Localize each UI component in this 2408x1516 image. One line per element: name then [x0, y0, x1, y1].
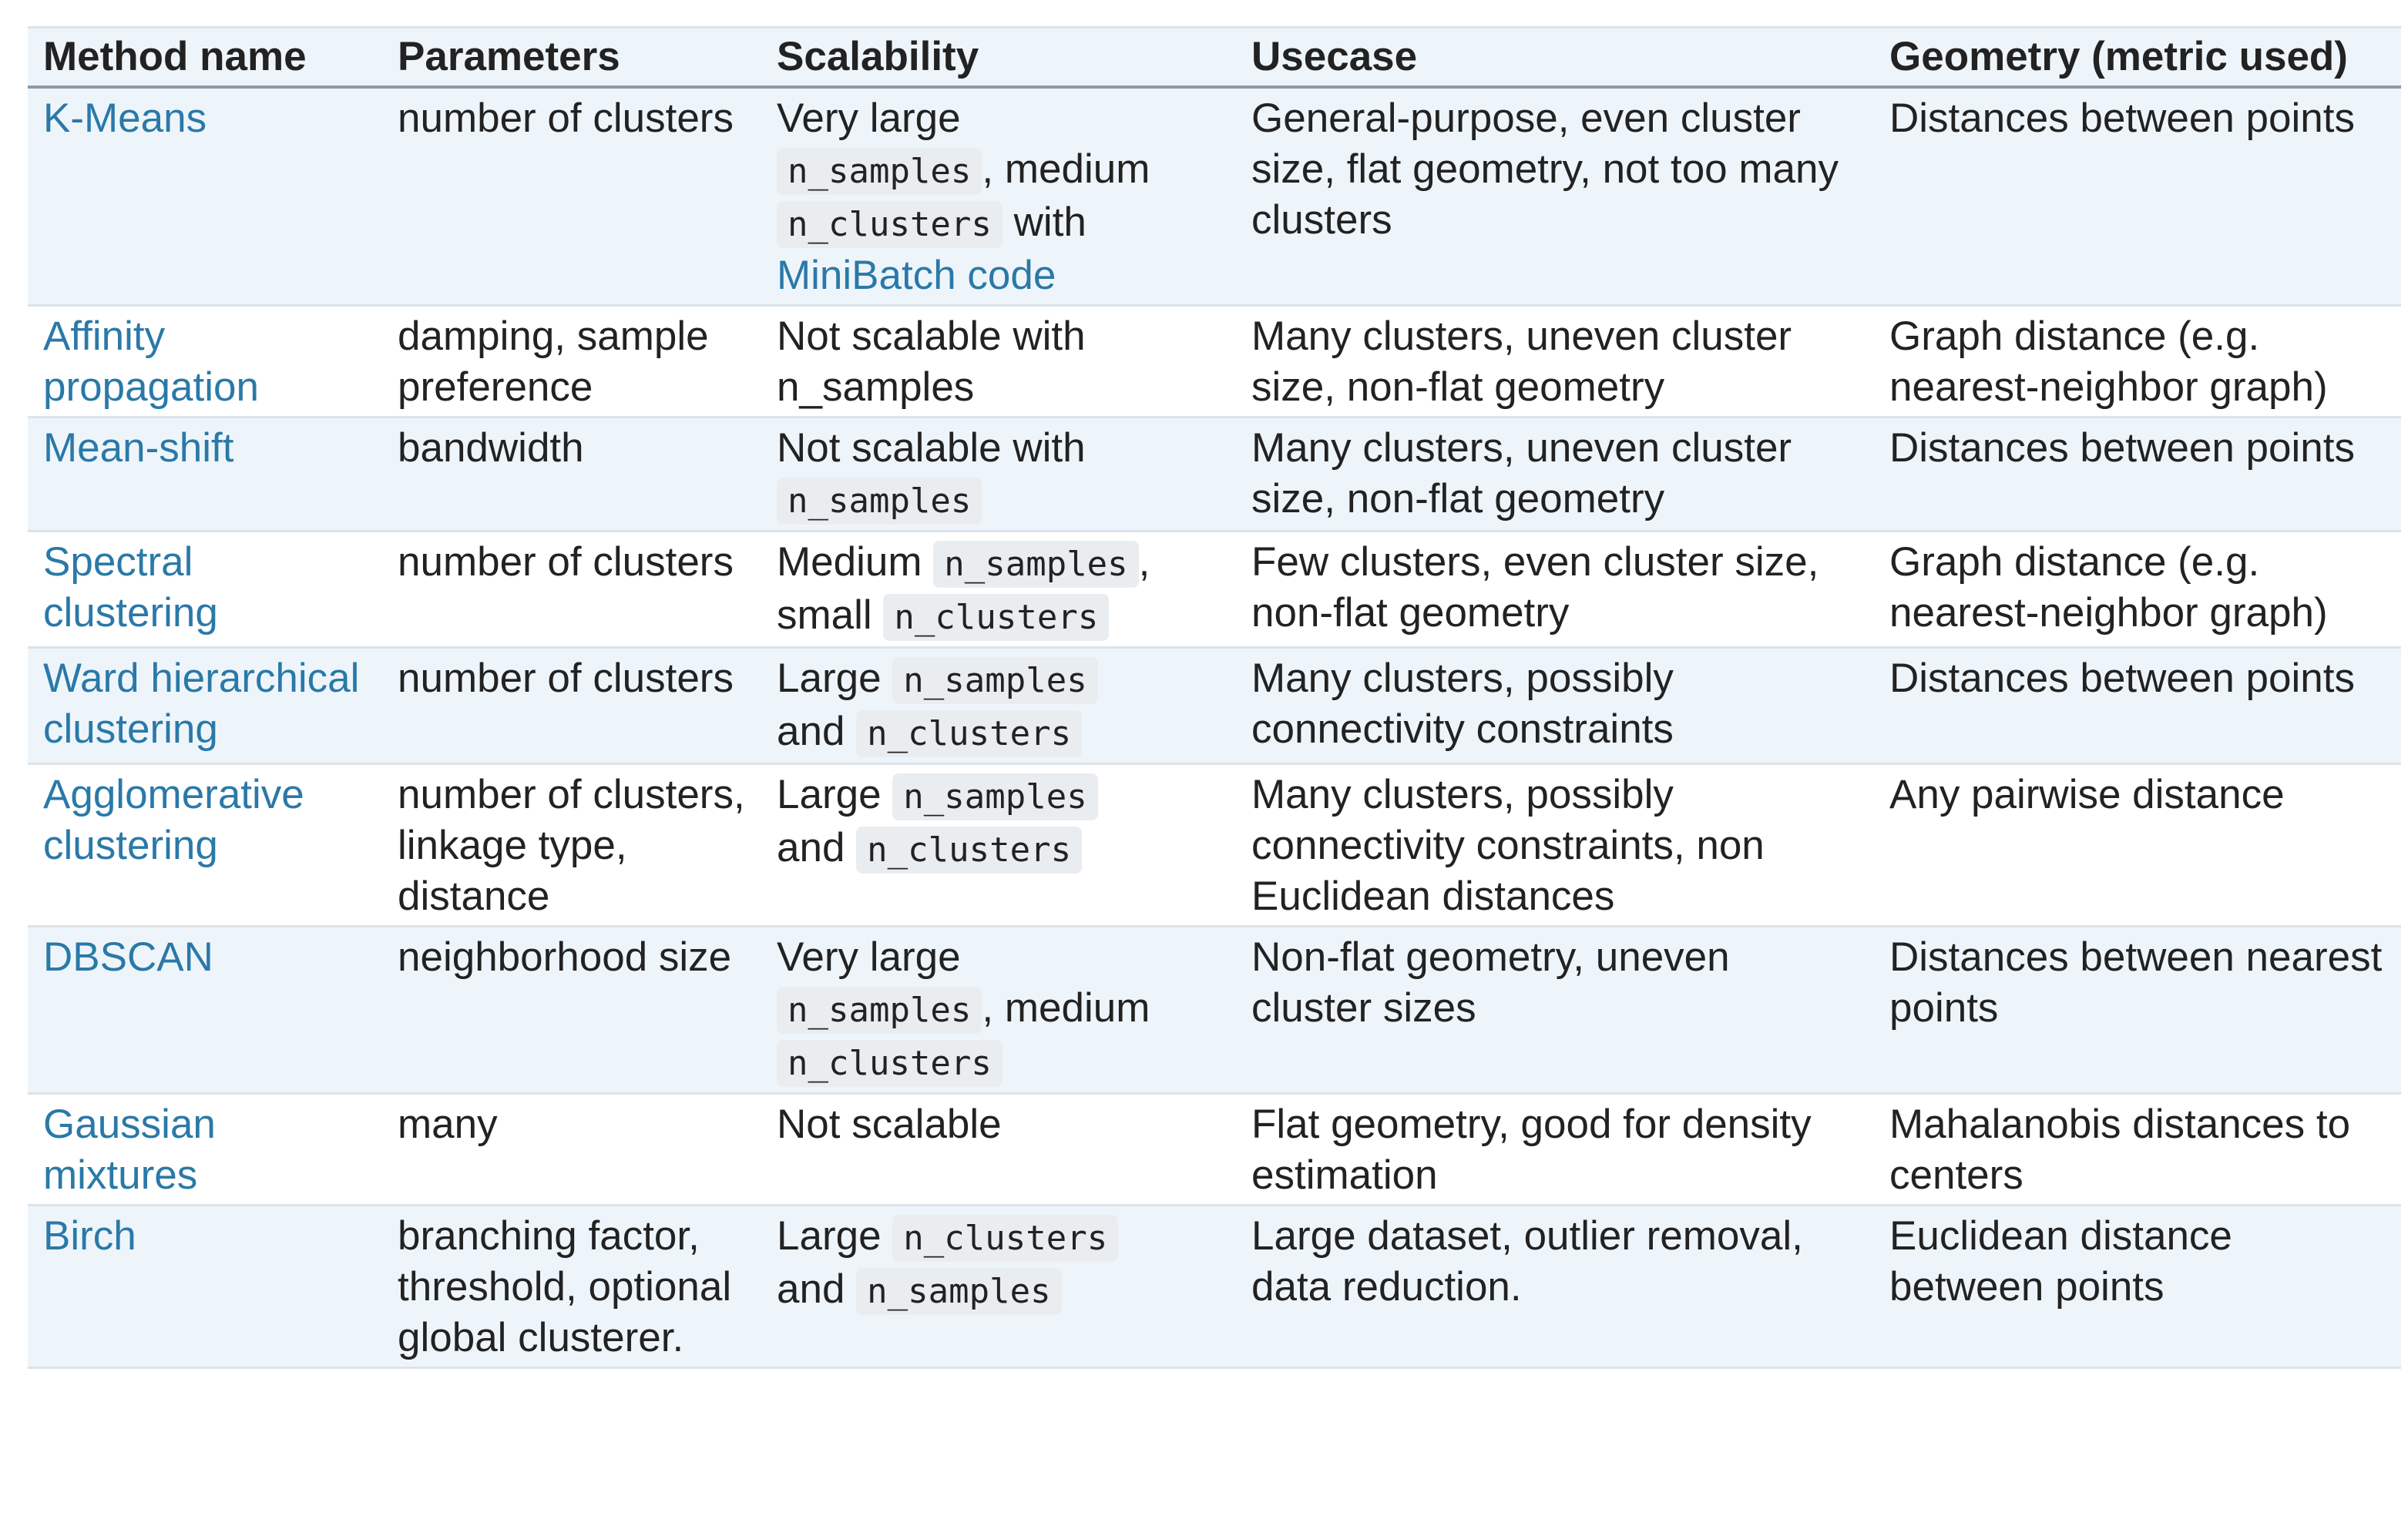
scalability-text: , medium — [982, 985, 1150, 1031]
parameters-cell: number of clusters — [398, 96, 734, 141]
table-row: Gaussian mixtures many Not scalable Flat… — [28, 1093, 2401, 1206]
method-link-gaussian-mixtures[interactable]: Gaussian mixtures — [43, 1102, 216, 1198]
code-literal: n_samples — [856, 1268, 1062, 1315]
usecase-cell: Many clusters, possibly connectivity con… — [1251, 656, 1674, 752]
usecase-cell: General-purpose, even cluster size, flat… — [1251, 96, 1839, 243]
usecase-cell: Flat geometry, good for density estimati… — [1251, 1102, 1812, 1198]
geometry-cell: Any pairwise distance — [1889, 772, 2285, 817]
method-cell: Gaussian mixtures — [28, 1094, 382, 1206]
code-literal: n_clusters — [883, 594, 1110, 641]
table-row: Affinity propagation damping, sample pre… — [28, 305, 2401, 418]
parameters-cell: number of clusters — [398, 539, 734, 585]
table-row: DBSCAN neighborhood size Very large n_sam… — [28, 926, 2401, 1094]
method-cell: K-Means — [28, 87, 382, 306]
scalability-text: with — [1013, 200, 1086, 245]
usecase-cell: Non-flat geometry, uneven cluster sizes — [1251, 934, 1730, 1031]
code-literal: n_clusters — [856, 827, 1083, 874]
scalability-text: and — [777, 825, 845, 870]
code-literal: n_samples — [933, 541, 1139, 588]
method-link-k-means[interactable]: K-Means — [43, 96, 207, 141]
table-header-row: Method name Parameters Scalability Useca… — [28, 27, 2401, 89]
parameters-cell: branching factor, threshold, optional gl… — [398, 1213, 732, 1360]
header-geometry: Geometry (metric used) — [1874, 27, 2401, 89]
scalability-text: Large — [777, 772, 882, 817]
method-cell: Mean-shift — [28, 418, 382, 532]
scalability-cell: Not scalable with n_samples — [761, 418, 1236, 532]
table-row: Agglomerative clustering number of clust… — [28, 763, 2401, 927]
method-link-ward-hierarchical-clustering[interactable]: Ward hierarchical clustering — [43, 656, 360, 752]
scalability-cell: Very large n_samples, medium n_clusters wi… — [761, 87, 1236, 306]
method-cell: Spectral clustering — [28, 532, 382, 648]
geometry-cell: Distances between points — [1889, 425, 2355, 471]
geometry-cell: Distances between nearest points — [1889, 934, 2383, 1031]
geometry-cell: Euclidean distance between points — [1889, 1213, 2232, 1310]
parameters-cell: bandwidth — [398, 425, 584, 471]
scalability-cell: Medium n_samples, small n_clusters — [761, 532, 1236, 648]
code-literal: n_samples — [777, 478, 982, 525]
scalability-text: and — [777, 709, 845, 754]
table-row: Spectral clustering number of clusters M… — [28, 531, 2401, 648]
code-literal: n_samples — [892, 657, 1098, 704]
method-cell: Birch — [28, 1206, 382, 1368]
table-row: Mean-shift bandwidth Not scalable with n_… — [28, 417, 2401, 532]
method-cell: Agglomerative clustering — [28, 764, 382, 927]
header-parameters: Parameters — [382, 27, 761, 89]
table-row: Ward hierarchical clustering number of c… — [28, 647, 2401, 764]
method-link-affinity-propagation[interactable]: Affinity propagation — [43, 314, 259, 410]
scalability-text: , medium — [982, 146, 1150, 192]
geometry-cell: Distances between points — [1889, 656, 2355, 701]
table-row: K-Means number of clusters Very large n_s… — [28, 87, 2401, 306]
scalability-text: , small — [777, 539, 1150, 638]
usecase-cell: Many clusters, uneven cluster size, non-… — [1251, 425, 1792, 522]
parameters-cell: many — [398, 1102, 498, 1147]
code-literal: n_clusters — [856, 710, 1083, 757]
method-link-mean-shift[interactable]: Mean-shift — [43, 425, 234, 471]
clustering-methods-table: Method name Parameters Scalability Useca… — [28, 26, 2401, 1369]
geometry-cell: Graph distance (e.g. nearest-neighbor gr… — [1889, 314, 2328, 410]
geometry-cell: Distances between points — [1889, 96, 2355, 141]
method-link-dbscan[interactable]: DBSCAN — [43, 934, 213, 980]
scalability-cell: Very large n_samples, medium n_clusters — [761, 927, 1236, 1094]
usecase-cell: Few clusters, even cluster size, non-fla… — [1251, 539, 1819, 636]
usecase-cell: Many clusters, uneven cluster size, non-… — [1251, 314, 1792, 410]
scalability-cell: Not scalable — [777, 1102, 1002, 1147]
scalability-text: Large — [777, 656, 882, 701]
method-link-birch[interactable]: Birch — [43, 1213, 136, 1259]
table-row: Birch branching factor, threshold, optio… — [28, 1205, 2401, 1368]
code-literal: n_samples — [777, 987, 982, 1034]
code-literal: n_samples — [892, 773, 1098, 820]
method-cell: DBSCAN — [28, 927, 382, 1094]
clustering-methods-table-container: Method name Parameters Scalability Useca… — [28, 26, 2401, 1369]
usecase-cell: Large dataset, outlier removal, data red… — [1251, 1213, 1803, 1310]
parameters-cell: number of clusters — [398, 656, 734, 701]
scalability-cell: Not scalable with n_samples — [777, 314, 1086, 410]
code-literal: n_clusters — [777, 1040, 1002, 1087]
parameters-cell: neighborhood size — [398, 934, 732, 980]
method-link-agglomerative-clustering[interactable]: Agglomerative clustering — [43, 772, 304, 868]
header-scalability: Scalability — [761, 27, 1236, 89]
parameters-cell: number of clusters, linkage type, distan… — [398, 772, 745, 919]
scalability-text: Large — [777, 1213, 882, 1259]
usecase-cell: Many clusters, possibly connectivity con… — [1251, 772, 1765, 919]
code-literal: n_clusters — [777, 201, 1002, 248]
geometry-cell: Graph distance (e.g. nearest-neighbor gr… — [1889, 539, 2328, 636]
code-literal: n_samples — [777, 148, 982, 195]
scalability-text: Not scalable with — [777, 425, 1086, 471]
method-cell: Affinity propagation — [28, 306, 382, 418]
method-cell: Ward hierarchical clustering — [28, 648, 382, 764]
scalability-text: Medium — [777, 539, 922, 585]
parameters-cell: damping, sample preference — [398, 314, 709, 410]
header-method-name: Method name — [28, 27, 382, 89]
scalability-text: Very large — [777, 934, 961, 980]
method-link-spectral-clustering[interactable]: Spectral clustering — [43, 539, 218, 636]
code-literal: n_clusters — [892, 1215, 1119, 1262]
header-usecase: Usecase — [1236, 27, 1874, 89]
minibatch-code-link[interactable]: MiniBatch code — [777, 253, 1056, 298]
scalability-text: and — [777, 1266, 845, 1312]
geometry-cell: Mahalanobis distances to centers — [1889, 1102, 2351, 1198]
scalability-text: Very large — [777, 96, 961, 141]
